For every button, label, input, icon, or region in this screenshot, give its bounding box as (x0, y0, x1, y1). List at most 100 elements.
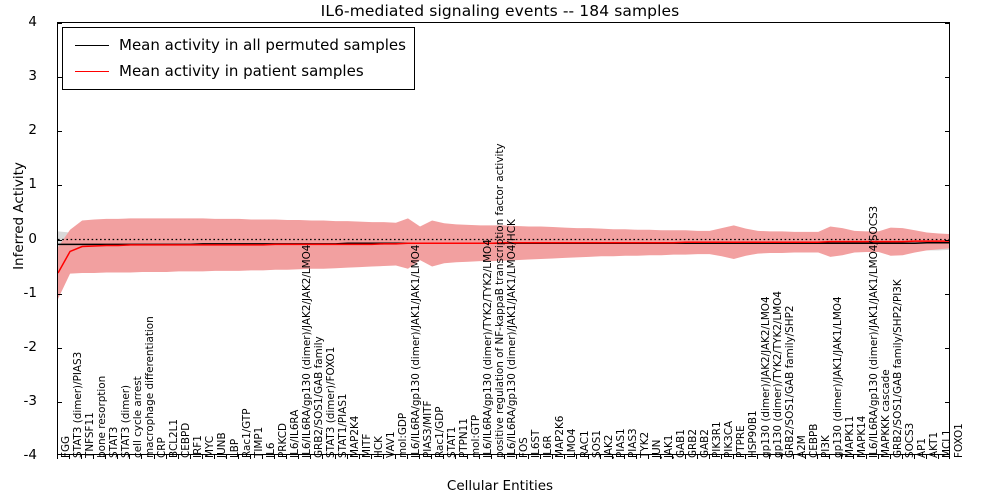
x-axis-tick-label: JAK2 (602, 434, 615, 458)
x-axis-tick-mark (141, 455, 143, 459)
x-axis-tick-label: AKT1 (928, 431, 941, 458)
x-axis-tick-mark (479, 455, 481, 459)
x-axis-tick-mark (213, 455, 215, 459)
x-axis-tick-label: PTPRE (735, 425, 748, 458)
x-axis-tick-mark (406, 455, 408, 459)
data-curves (58, 218, 949, 300)
x-axis-tick-label: IL6R (542, 435, 555, 458)
x-axis-tick-mark (913, 455, 915, 459)
y-axis-tick-mark (945, 347, 949, 349)
x-axis-tick-label: MAPK14 (856, 415, 869, 458)
x-axis-tick-label: PIAS3/MITF (421, 400, 434, 459)
y-axis-tick-label: -4 (23, 447, 37, 463)
x-axis-tick-label: CRP (156, 437, 169, 458)
y-axis-tick-mark (58, 401, 62, 403)
x-axis-tick-label: BCL2L1 (168, 418, 181, 458)
x-axis-tick-mark (672, 455, 674, 459)
x-axis-tick-mark (624, 455, 626, 459)
x-axis-tick-label: PTPN11 (457, 418, 470, 458)
x-axis-tick-label: IL6/IL6RA (288, 409, 301, 458)
y-axis-tick-label: 0 (28, 230, 37, 247)
x-axis-tick-label: STAT3 (dimer)/PIAS3 (71, 351, 84, 458)
x-axis-tick-mark (286, 455, 288, 459)
x-axis-tick-mark (238, 455, 239, 459)
x-axis-tick-mark (467, 455, 469, 459)
x-axis-tick-mark (431, 455, 433, 459)
y-axis-tick-mark (58, 347, 62, 349)
x-axis-tick-mark (153, 455, 155, 459)
plot-area (57, 22, 950, 455)
x-axis-tick-mark (262, 455, 264, 459)
x-axis-tick-mark (600, 455, 602, 459)
x-axis-label: Cellular Entities (446, 478, 554, 494)
x-axis-tick-label: GAB1 (675, 429, 688, 458)
x-axis-tick-label: IL6/IL6RA/gp130 (dimer)/JAK2/JAK2/LMO4 (300, 244, 313, 458)
x-axis-tick-mark (189, 455, 191, 459)
x-axis-tick-mark (817, 455, 819, 459)
confidence-band (58, 218, 949, 300)
x-axis-tick-mark (515, 455, 517, 459)
x-axis-tick-label: VAV1 (385, 431, 398, 458)
x-axis-tick-label: HSP90B1 (747, 410, 760, 458)
x-axis-tick-label: GRB2 (687, 428, 700, 458)
x-axis-tick-mark (708, 455, 710, 459)
x-axis-tick-label: MAPKKK cascade (880, 369, 893, 458)
x-axis-tick-label: LBP (228, 438, 241, 458)
y-axis-tick-mark (58, 23, 62, 24)
x-axis-tick-label: gp130 (dimer)/TYK2/TYK2/LMO4 (771, 291, 784, 458)
x-axis-tick-mark (57, 455, 58, 459)
x-axis-tick-label: CEBPB (807, 423, 820, 458)
x-axis-tick-mark (491, 455, 493, 459)
x-axis-tick-mark (310, 455, 312, 459)
legend-color-swatch (75, 70, 109, 72)
x-axis-tick-label: Rac1/GTP (240, 408, 253, 458)
x-axis-tick-mark (370, 455, 372, 459)
x-axis-tick-mark (117, 455, 119, 459)
x-axis-tick-label: SOS1 (590, 430, 603, 458)
x-axis-tick-label: PIK3R1 (711, 421, 724, 458)
x-axis-tick-mark (768, 455, 770, 459)
x-axis-tick-mark (503, 455, 505, 459)
x-axis-tick-mark (793, 455, 795, 459)
x-axis-tick-label: PIAS1 (614, 428, 627, 458)
x-axis-tick-mark (334, 455, 336, 459)
x-axis-tick-label: IL6/IL6RA/gp130 (dimer)/JAK1/JAK1/LMO4/S… (868, 205, 881, 458)
x-axis-tick-mark (250, 455, 252, 459)
x-axis-tick-label: PIK3CA (723, 420, 736, 458)
x-axis-tick-label: MAP2K4 (349, 415, 362, 458)
x-axis-tick-label: FOS (518, 437, 531, 458)
x-axis-tick-mark (937, 455, 939, 459)
x-axis-tick-label: STAT1 (445, 426, 458, 458)
x-axis-tick-mark (612, 455, 614, 459)
x-axis-tick-label: mol:GDP (397, 412, 410, 458)
x-axis-tick-label: gp130 (dimer)/JAK2/JAK2/LMO4 (759, 296, 772, 458)
y-axis-tick-mark (945, 23, 949, 24)
x-axis-tick-mark (841, 455, 843, 459)
x-axis-tick-mark (346, 455, 348, 459)
x-axis-tick-mark (105, 455, 107, 459)
y-axis-tick-mark (945, 239, 949, 241)
y-axis-tick-mark (945, 293, 949, 295)
y-axis-tick-label: 3 (28, 68, 37, 85)
x-axis-tick-label: GRB2/SOS1/GAB family/SHP2/PI3K (892, 279, 905, 458)
x-axis-tick-label: PIAS3 (626, 428, 639, 458)
x-axis-tick-label: LMO4 (566, 428, 579, 458)
x-axis-tick-label: MCL1 (940, 429, 953, 458)
x-axis-tick-mark (720, 455, 722, 459)
x-axis-tick-mark (394, 455, 396, 459)
x-axis-tick-label: IRF1 (192, 435, 205, 458)
x-axis-tick-mark (129, 455, 131, 459)
x-axis-tick-label: cell cycle arrest (132, 376, 144, 458)
x-axis-tick-label: A2M (795, 435, 808, 458)
y-axis-tick-mark (945, 131, 949, 133)
x-axis-tick-mark (660, 455, 662, 459)
y-axis-tick-label: 2 (28, 122, 37, 139)
x-axis-tick-label: PI3K (819, 435, 832, 458)
x-axis-tick-mark (93, 455, 95, 459)
y-axis-tick-mark (58, 185, 62, 187)
x-axis-tick-label: MYC (204, 436, 217, 458)
legend: Mean activity in all permuted samples Mea… (62, 27, 415, 90)
x-axis-tick-label: macrophage differentiation (144, 316, 157, 458)
x-axis-tick-mark (527, 455, 529, 459)
